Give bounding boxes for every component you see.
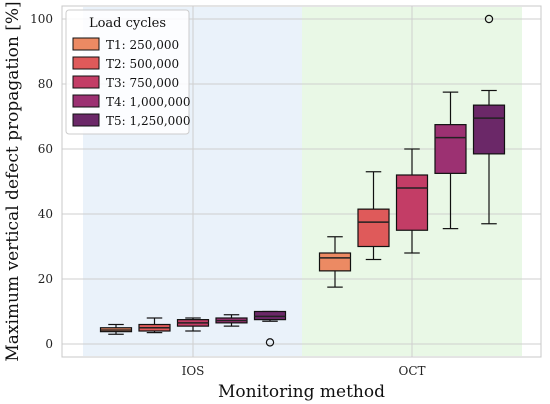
y-tick-label: 60	[38, 142, 53, 156]
box-series	[99, 14, 506, 347]
box-iqr	[357, 208, 390, 248]
box-iqr	[318, 252, 352, 272]
box-iqr	[434, 124, 467, 174]
box-oct-t3	[395, 148, 429, 254]
box-oct-t2	[357, 171, 390, 261]
x-axis-title: Monitoring method	[218, 382, 385, 402]
legend-swatch	[72, 113, 100, 127]
y-tick-label: 20	[38, 272, 53, 286]
x-tick-label: OCT	[398, 364, 425, 378]
outlier-point	[265, 338, 275, 347]
outlier-point	[484, 14, 494, 24]
plot-frame	[61, 5, 542, 358]
legend-swatch	[72, 37, 100, 51]
legend-swatch	[72, 75, 100, 89]
box-iqr	[253, 310, 287, 321]
y-tick-label: 100	[30, 12, 53, 26]
legend-swatch	[72, 94, 100, 108]
box-oct-t1	[318, 236, 352, 288]
legend-items: T1: 250,000 T2: 500,000 T3: 750,000 T4: 1,0…	[72, 37, 191, 128]
box-ios-t3	[176, 317, 210, 332]
box-ios-t5	[253, 310, 287, 347]
box-ios-t4	[215, 314, 248, 327]
y-tick-label: 0	[45, 337, 53, 351]
y-axis-title: Maximum vertical defect propagation [%]	[3, 1, 23, 361]
y-tick-labels: 0 20 40 60 80 100	[30, 12, 53, 351]
y-tick-label: 40	[38, 207, 53, 221]
box-oct-t4	[434, 91, 467, 230]
legend-label: T4: 1,000,000	[106, 95, 191, 109]
x-tick-labels: IOS OCT	[182, 364, 426, 378]
legend-label: T5: 1,250,000	[106, 114, 191, 128]
box-iqr	[472, 104, 506, 155]
box-iqr	[395, 174, 429, 231]
box-oct-t5	[472, 14, 506, 225]
box-ios-t1	[99, 323, 133, 335]
box-ios-t2	[138, 317, 171, 334]
legend-swatch	[72, 56, 100, 70]
legend-label: T2: 500,000	[106, 57, 179, 71]
legend-label: T3: 750,000	[106, 76, 179, 90]
legend-label: T1: 250,000	[106, 38, 179, 52]
legend: Load cycles T1: 250,000 T2: 500,000 T3: 75…	[65, 9, 191, 135]
x-tick-label: IOS	[182, 364, 205, 378]
legend-title: Load cycles	[89, 16, 166, 31]
y-tick-label: 80	[38, 77, 53, 91]
